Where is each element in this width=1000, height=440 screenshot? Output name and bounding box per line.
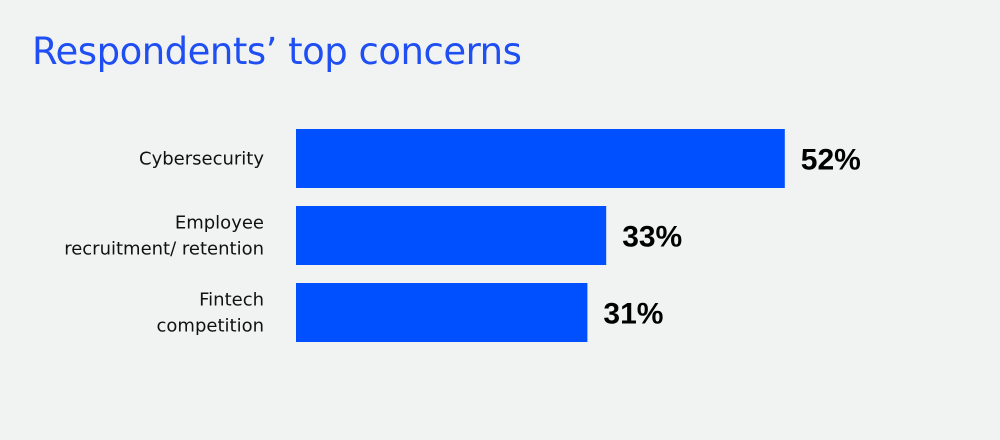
bar-1 bbox=[296, 206, 607, 265]
bar-2 bbox=[296, 283, 588, 342]
category-label-line: Employee bbox=[175, 213, 264, 234]
value-label-0: 52% bbox=[801, 144, 861, 177]
category-label-line: Cybersecurity bbox=[139, 149, 264, 170]
value-label-2: 31% bbox=[603, 298, 663, 331]
category-label-line: competition bbox=[157, 316, 264, 337]
category-label-line: recruitment/ retention bbox=[64, 239, 264, 260]
category-label-line: Fintech bbox=[199, 290, 264, 311]
value-label-1: 33% bbox=[622, 221, 682, 254]
bar-0 bbox=[296, 129, 785, 188]
chart-title: Respondents’ top concerns bbox=[32, 30, 522, 73]
category-label-1: Employee recruitment/ retention bbox=[64, 213, 264, 260]
category-label-2: Fintech competition bbox=[157, 290, 264, 337]
category-label-0: Cybersecurity bbox=[139, 149, 264, 170]
